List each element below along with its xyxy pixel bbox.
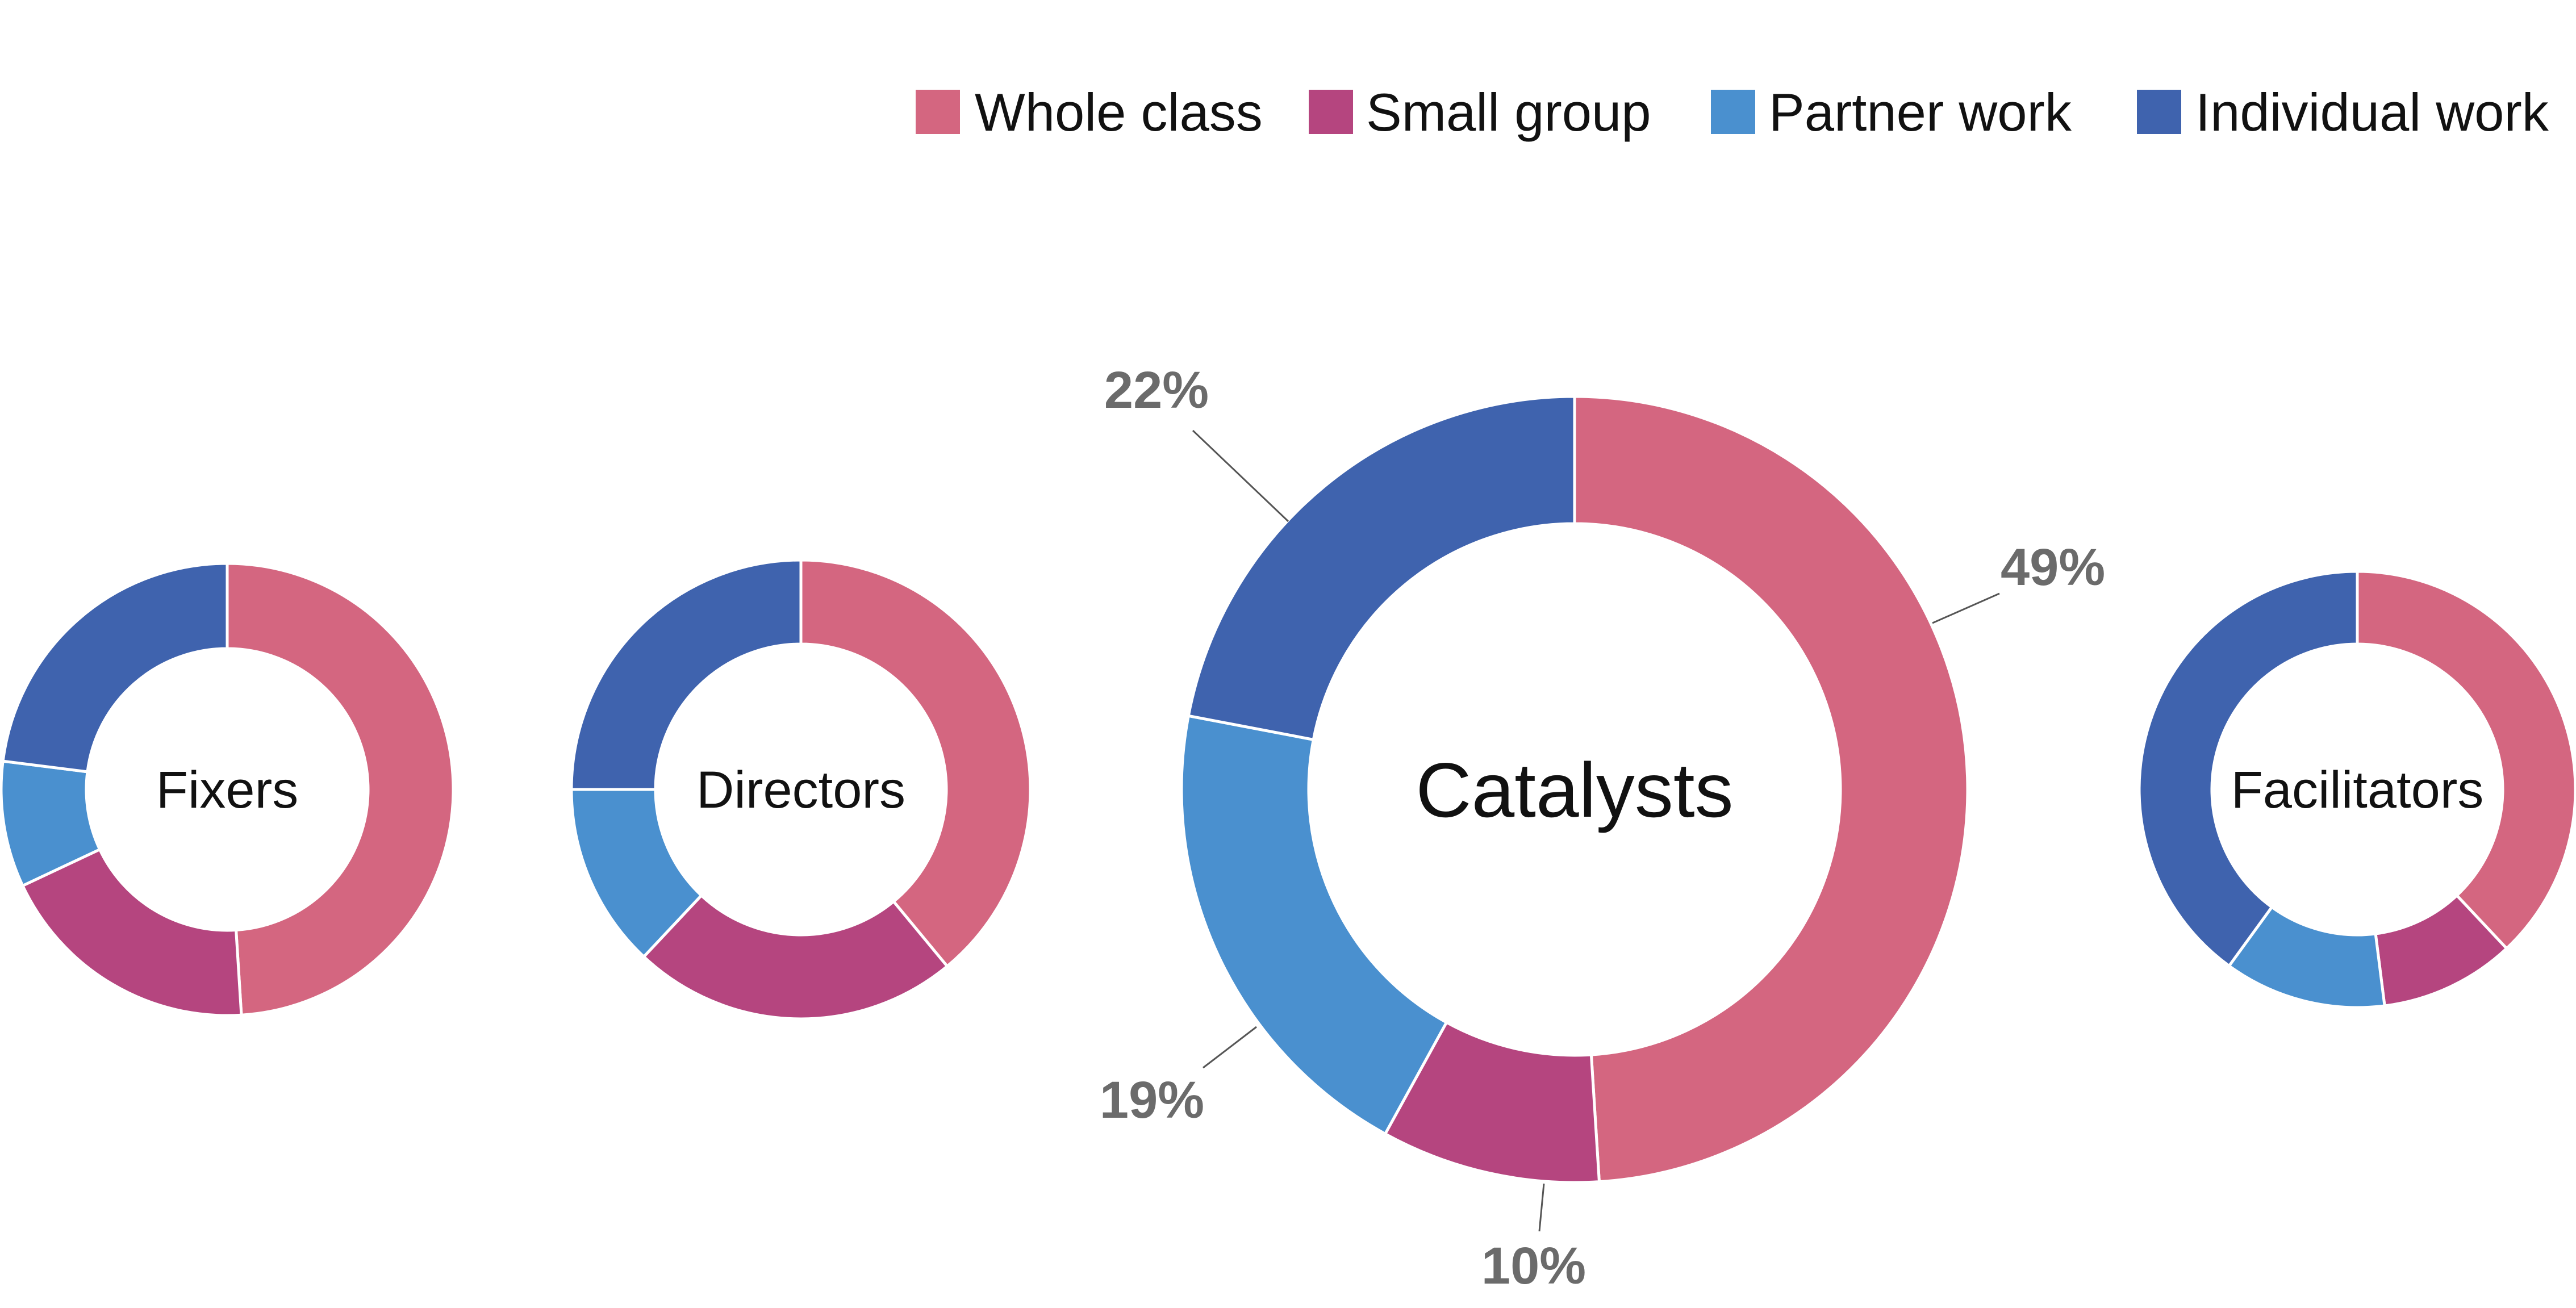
legend-item-small-group: Small group: [1309, 82, 1651, 142]
legend-swatch-partner-work: [1711, 90, 1755, 134]
leader-line-partner-work: [1203, 1026, 1257, 1069]
value-label-partner-work: 19%: [1100, 1071, 1204, 1129]
donut-directors: Directors: [570, 558, 1032, 1021]
legend-label-partner-work: Partner work: [1769, 82, 2072, 142]
legend-swatch-individual-work: [2137, 90, 2181, 134]
slice-directors-individual-work: [570, 558, 803, 791]
donut-facilitators: Facilitators: [2137, 570, 2576, 1009]
slice-directors-whole-class: [799, 558, 1032, 968]
slice-catalysts-partner-work: [1180, 714, 1448, 1136]
slice-catalysts-individual-work: [1187, 395, 1576, 742]
legend-item-individual-work: Individual work: [2137, 82, 2549, 142]
slice-fixers-small-group: [20, 847, 243, 1017]
legend-label-small-group: Small group: [1366, 82, 1651, 142]
slice-fixers-individual-work: [1, 562, 229, 774]
leader-line-individual-work: [1192, 429, 1289, 523]
slice-catalysts-whole-class: [1573, 395, 1969, 1184]
legend-swatch-small-group: [1309, 90, 1353, 134]
donut-label-directors: Directors: [696, 761, 905, 819]
donut-label-catalysts: Catalysts: [1416, 747, 1733, 833]
value-label-small-group: 10%: [1481, 1237, 1586, 1295]
slice-facilitators-individual-work: [2137, 570, 2359, 968]
donut-catalysts: Catalysts 49% 10% 19% 22%: [1100, 361, 2105, 1295]
value-label-individual-work: 22%: [1104, 361, 1209, 419]
slice-facilitators-whole-class: [2356, 570, 2576, 951]
slice-fixers-whole-class: [226, 562, 455, 1017]
donut-label-facilitators: Facilitators: [2231, 761, 2484, 819]
legend: Whole class Small group Partner work Indivi…: [916, 82, 2549, 142]
slice-directors-small-group: [641, 893, 950, 1021]
donut-fixers: Fixers: [0, 562, 455, 1017]
legend-label-individual-work: Individual work: [2195, 82, 2549, 142]
donut-label-fixers: Fixers: [156, 761, 298, 819]
legend-label-whole-class: Whole class: [975, 82, 1263, 142]
leader-line-small-group: [1538, 1183, 1545, 1232]
legend-item-whole-class: Whole class: [916, 82, 1263, 142]
legend-item-partner-work: Partner work: [1711, 82, 2072, 142]
legend-swatch-whole-class: [916, 90, 960, 134]
value-label-whole-class: 49%: [2001, 538, 2105, 596]
donut-charts: Fixers Directors Catalysts 49% 10% 19% 22% Faci…: [0, 361, 2576, 1295]
leader-line-whole-class: [1932, 592, 2000, 624]
